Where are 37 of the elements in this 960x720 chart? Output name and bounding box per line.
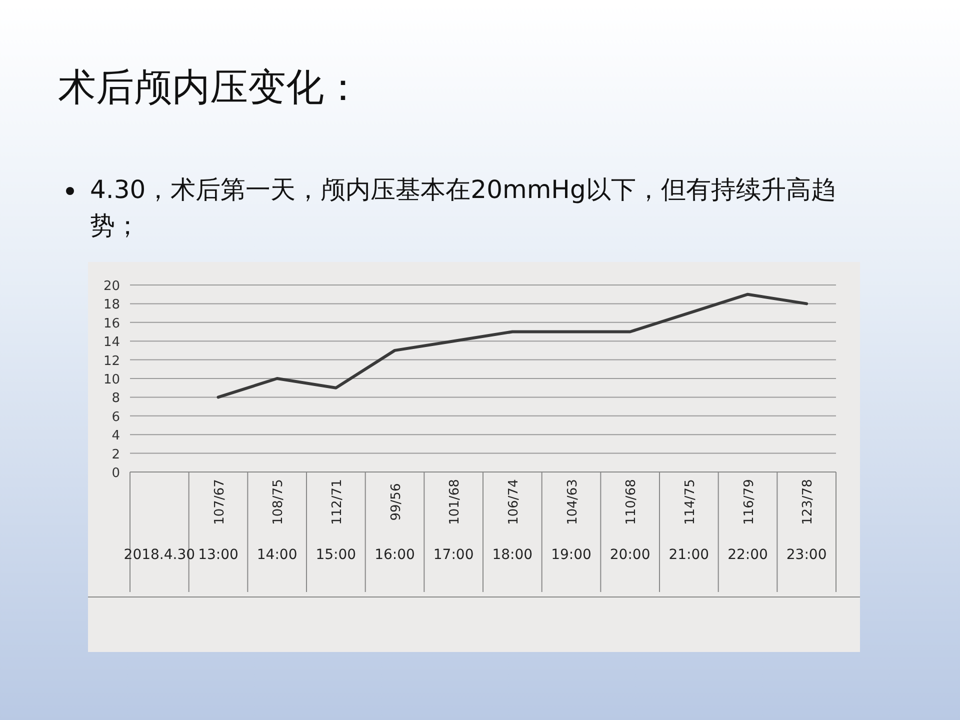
x-tick-label: 2018.4.30 <box>124 547 196 563</box>
x-tick-label: 16:00 <box>374 547 415 563</box>
text: 112/71 <box>330 479 345 525</box>
y-tick-label: 10 <box>103 372 120 388</box>
x-tick-label: 13:00 <box>198 547 238 563</box>
x-tick-label: 22:00 <box>728 547 768 563</box>
chart-title: 术后颅内压变化： <box>58 64 362 111</box>
x-tick-label: 18:00 <box>492 547 533 563</box>
y-tick-label: 18 <box>103 298 120 313</box>
y-tick-label: 2 <box>112 447 120 462</box>
x-tick-label: 14:00 <box>256 547 298 563</box>
x-tick-label: 23:00 <box>786 547 827 563</box>
text: 101/68 <box>448 479 463 525</box>
text: 114/75 <box>682 479 698 525</box>
x-tick-label: 21:00 <box>668 547 710 563</box>
y-tick-label: 8 <box>112 391 120 406</box>
text: 108/75 <box>271 479 286 525</box>
text: 110/68 <box>624 479 640 525</box>
y-tick-label: 14 <box>103 335 120 350</box>
y-tick-label: 16 <box>103 316 120 332</box>
y-tick-label: 4 <box>112 428 120 444</box>
x-tick-label: 20:00 <box>610 547 650 563</box>
x-tick-label: 15:00 <box>316 547 356 563</box>
y-tick-label: 12 <box>103 354 120 369</box>
y-tick-label: 20 <box>103 279 120 294</box>
y-tick-label: 0 <box>112 466 120 481</box>
text: 116/79 <box>742 479 757 525</box>
y-tick-label: 6 <box>112 410 120 425</box>
x-tick-label: 19:00 <box>551 547 592 563</box>
x-tick-label: 17:00 <box>433 547 474 563</box>
text: 106/74 <box>506 479 522 525</box>
line-series <box>216 292 808 399</box>
text: 104/63 <box>565 479 580 525</box>
chart-subtitle: 4.30，术后第一天，颅内压基本在20mmHg以下，但有持续升高趋势； <box>90 174 837 242</box>
text: 107/67 <box>212 479 228 525</box>
text: 123/78 <box>800 479 816 525</box>
text: 99/56 <box>388 483 404 521</box>
